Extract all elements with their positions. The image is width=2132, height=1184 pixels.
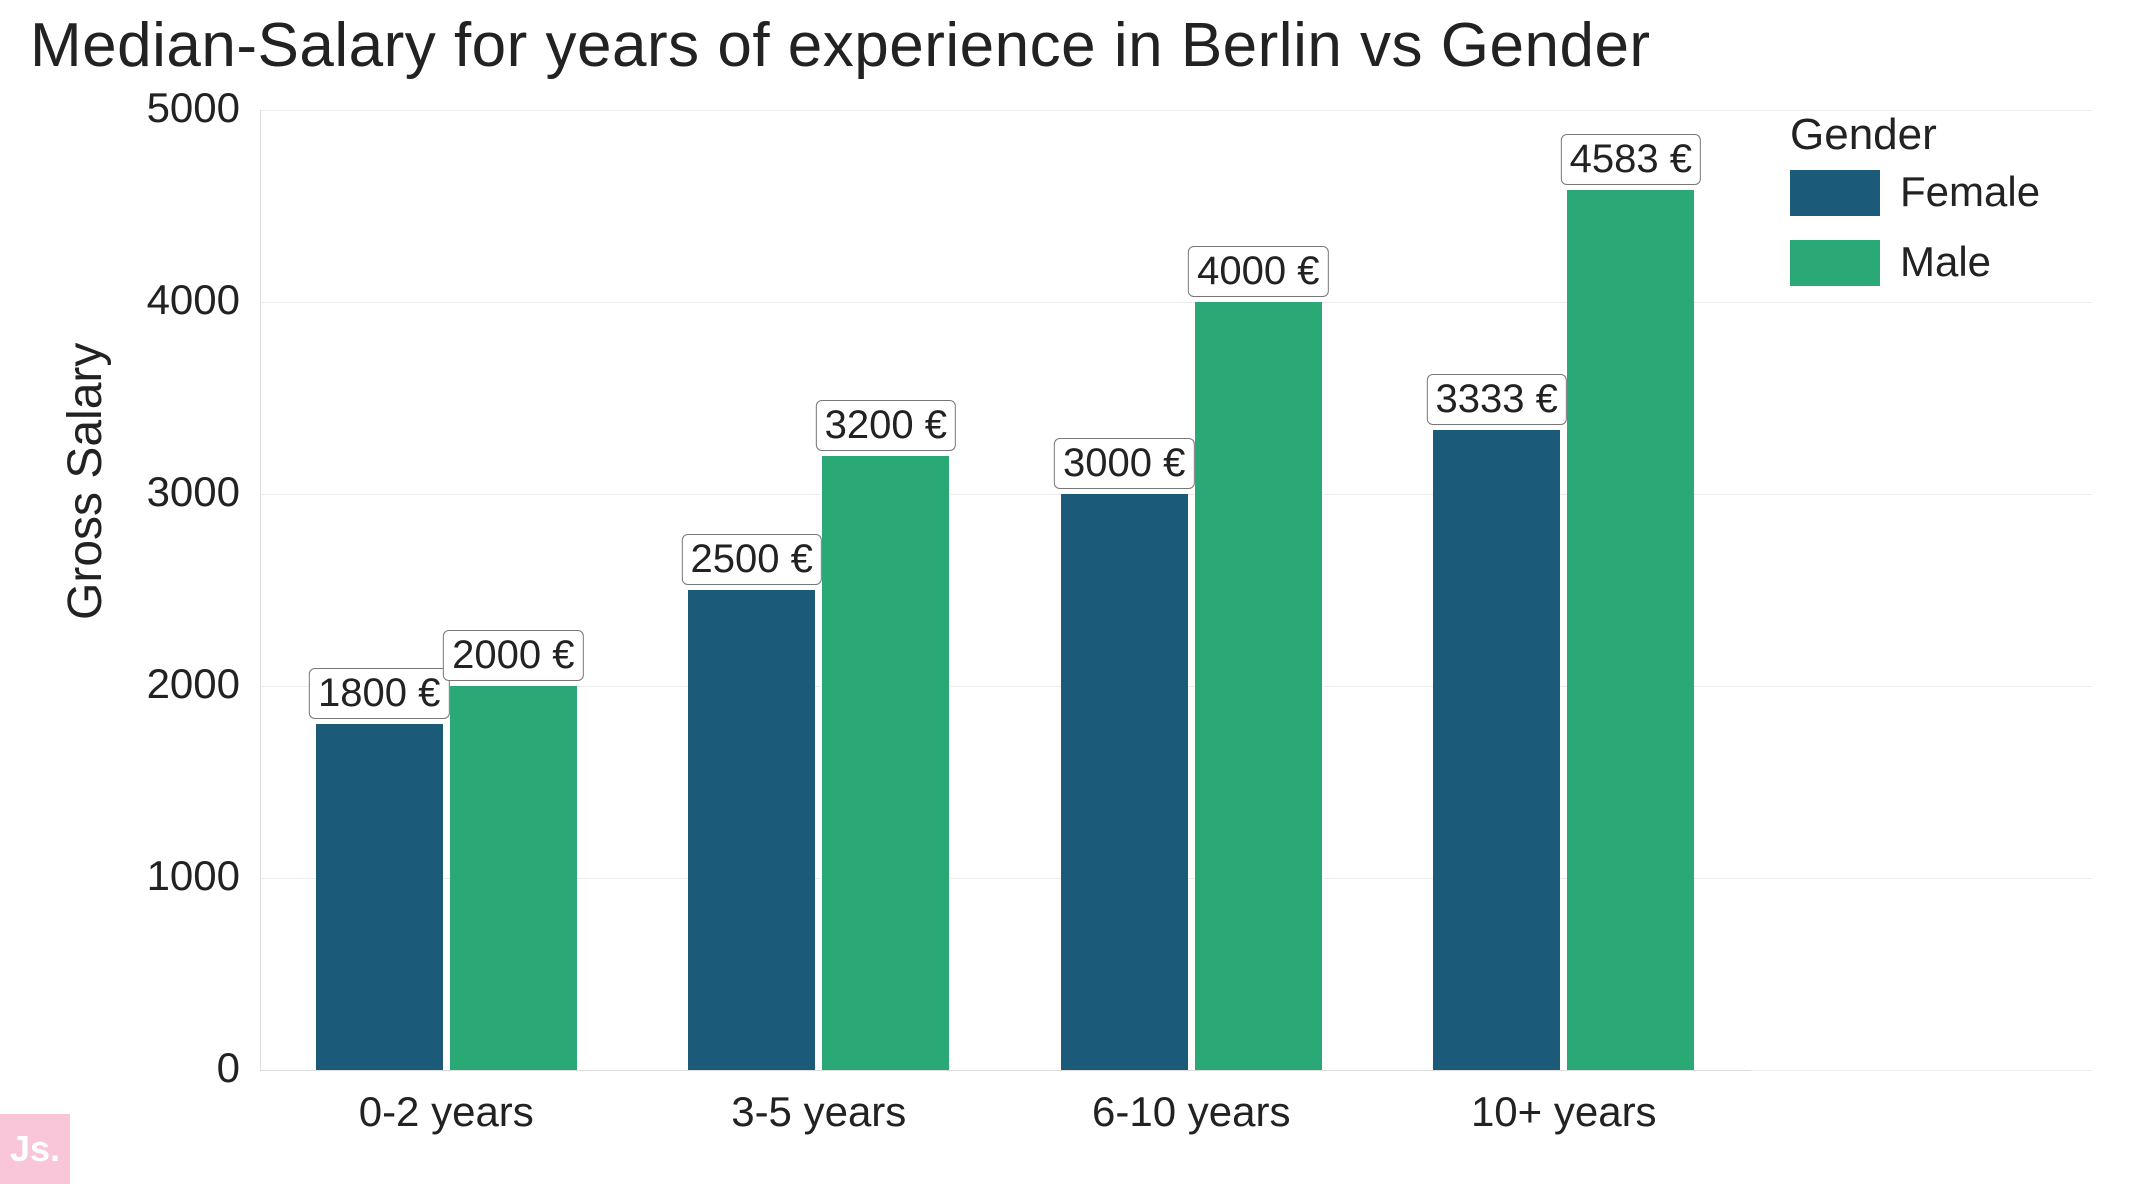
bar-value-label: 3200 € xyxy=(816,400,956,451)
bar xyxy=(1195,302,1322,1070)
bar-value-label: 2500 € xyxy=(682,534,822,585)
y-tick-label: 4000 xyxy=(120,276,240,324)
x-tick-label: 6-10 years xyxy=(1092,1088,1290,1136)
bar-value-label: 4583 € xyxy=(1561,134,1701,185)
bar xyxy=(1567,190,1694,1070)
y-axis-line xyxy=(260,110,261,1070)
y-tick-label: 1000 xyxy=(120,852,240,900)
x-axis-line xyxy=(260,1070,1750,1071)
legend-swatch xyxy=(1790,240,1880,286)
chart-title: Median-Salary for years of experience in… xyxy=(30,10,1651,81)
x-tick-label: 0-2 years xyxy=(359,1088,534,1136)
bar xyxy=(316,724,443,1070)
y-tick-label: 5000 xyxy=(120,84,240,132)
legend-swatch xyxy=(1790,170,1880,216)
watermark-badge: Js. xyxy=(0,1114,70,1184)
bar xyxy=(1433,430,1560,1070)
legend-label: Male xyxy=(1900,238,1991,286)
bar xyxy=(450,686,577,1070)
chart-container: Median-Salary for years of experience in… xyxy=(0,0,2132,1184)
bar-value-label: 3333 € xyxy=(1427,374,1567,425)
x-tick-label: 3-5 years xyxy=(731,1088,906,1136)
y-tick-label: 2000 xyxy=(120,660,240,708)
legend-title: Gender xyxy=(1790,110,1937,160)
y-tick-label: 3000 xyxy=(120,468,240,516)
y-tick-label: 0 xyxy=(120,1044,240,1092)
bar xyxy=(822,456,949,1070)
bar-value-label: 1800 € xyxy=(309,668,449,719)
y-axis-label: Gross Salary xyxy=(58,343,113,620)
bar xyxy=(1061,494,1188,1070)
x-tick-label: 10+ years xyxy=(1471,1088,1657,1136)
bar xyxy=(688,590,815,1070)
legend-label: Female xyxy=(1900,168,2040,216)
bar-value-label: 3000 € xyxy=(1054,438,1194,489)
bar-value-label: 4000 € xyxy=(1188,246,1328,297)
gridline xyxy=(260,302,2092,303)
bar-value-label: 2000 € xyxy=(443,630,583,681)
